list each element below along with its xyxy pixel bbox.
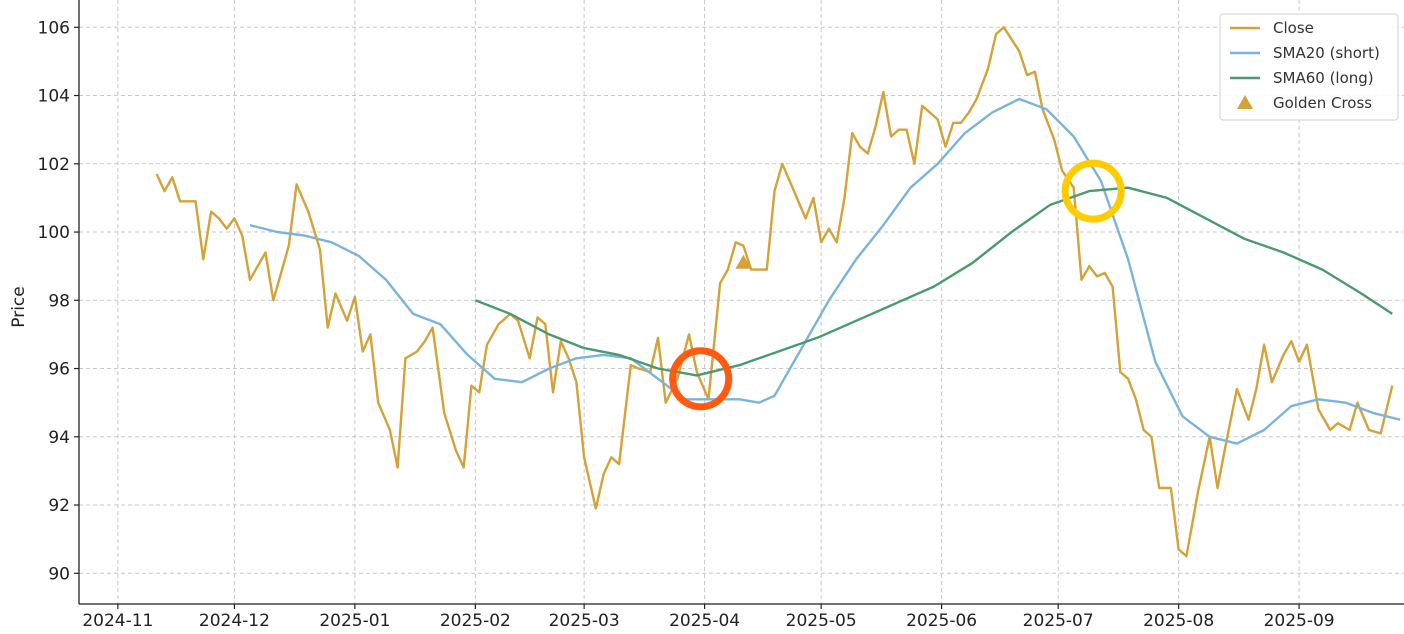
series-line-close xyxy=(155,26,1394,558)
legend-label: Close xyxy=(1273,19,1314,37)
axes xyxy=(78,0,1404,605)
x-tick-label: 2025-07 xyxy=(1023,611,1094,631)
grid xyxy=(79,0,1404,604)
y-axis-ticks: 90 92 94 96 98 100 102 104 106 xyxy=(38,18,79,584)
series-line-sma60-long xyxy=(474,186,1393,377)
legend-label: SMA20 (short) xyxy=(1273,44,1380,62)
legend-box xyxy=(1219,13,1399,121)
y-tick-label: 94 xyxy=(48,428,70,448)
y-tick-label: 96 xyxy=(48,360,70,380)
x-tick-label: 2025-02 xyxy=(440,611,511,631)
y-axis-label: Price xyxy=(9,286,29,327)
series-line-sma20-short xyxy=(249,97,1401,445)
y-tick-label: 98 xyxy=(48,291,70,311)
y-tick-label: 100 xyxy=(38,223,70,243)
legend-label: Golden Cross xyxy=(1273,94,1372,112)
x-tick-label: 2025-01 xyxy=(319,611,390,631)
golden-cross-marker xyxy=(735,254,752,269)
markers xyxy=(735,254,752,269)
x-tick-label: 2025-09 xyxy=(1264,611,1335,631)
x-axis-ticks: 2024-11 2024-12 2025-01 2025-02 2025-03 2025-… xyxy=(82,604,1335,631)
legend-label: SMA60 (long) xyxy=(1273,69,1374,87)
x-tick-label: 2025-05 xyxy=(786,611,857,631)
highlight-circle-1 xyxy=(669,347,733,411)
y-tick-label: 102 xyxy=(38,155,70,175)
highlight-circle-2 xyxy=(1061,159,1125,223)
y-tick-label: 90 xyxy=(48,564,70,584)
x-tick-label: 2025-06 xyxy=(906,611,977,631)
y-tick-label: 106 xyxy=(38,18,70,38)
x-tick-label: 2025-08 xyxy=(1143,611,1214,631)
series-lines xyxy=(155,26,1401,558)
legend-swatch xyxy=(1237,95,1253,109)
x-tick-label: 2024-12 xyxy=(199,611,270,631)
legend: Close SMA20 (short) SMA60 (long) Golden Cro… xyxy=(1219,13,1399,121)
y-tick-label: 104 xyxy=(38,87,70,107)
x-tick-label: 2025-04 xyxy=(669,611,740,631)
x-tick-label: 2024-11 xyxy=(82,611,153,631)
x-tick-label: 2025-03 xyxy=(549,611,620,631)
annotations xyxy=(669,159,1125,411)
y-tick-label: 92 xyxy=(48,496,70,516)
